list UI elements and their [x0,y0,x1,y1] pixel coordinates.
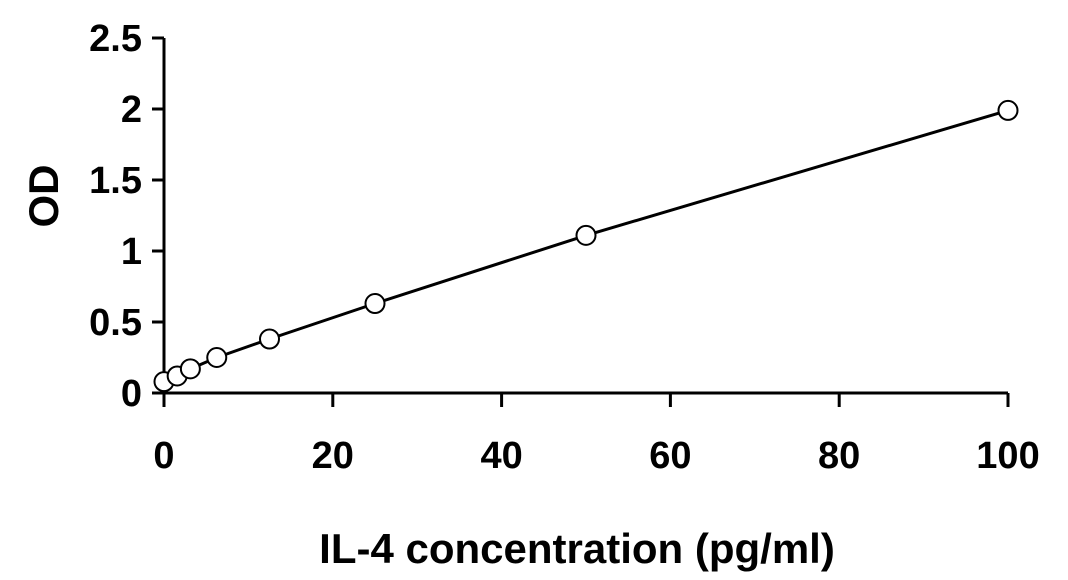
x-tick-label: 0 [153,435,174,477]
y-axis-title: OD [20,165,67,228]
data-point [364,293,386,315]
y-tick-label: 0.5 [89,302,142,344]
series-line [163,108,1009,383]
series-points [153,99,1019,393]
x-tick-label: 40 [480,435,522,477]
y-tick-label: 1 [121,231,142,273]
data-point [997,99,1019,121]
series-lines [163,108,1009,383]
y-tick-label: 0 [121,373,142,415]
data-point [575,224,597,246]
x-tick-label: 20 [312,435,354,477]
x-tick-label: 80 [818,435,860,477]
y-axis-ticks: 0 0.5 1 1.5 2 2.5 [89,18,164,415]
data-point [206,347,228,368]
x-tick-label: 100 [976,435,1039,477]
y-tick-label: 1.5 [89,160,142,202]
data-point [179,358,201,380]
x-tick-label: 60 [649,435,691,477]
y-tick-label: 2.5 [89,18,142,60]
y-tick-label: 2 [121,89,142,131]
x-axis-title: IL-4 concentration (pg/ml) [319,525,835,572]
data-point [259,328,280,350]
x-axis-ticks: 0 20 40 60 80 100 [153,393,1040,477]
